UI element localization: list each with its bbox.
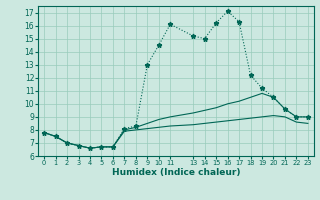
X-axis label: Humidex (Indice chaleur): Humidex (Indice chaleur) xyxy=(112,168,240,177)
